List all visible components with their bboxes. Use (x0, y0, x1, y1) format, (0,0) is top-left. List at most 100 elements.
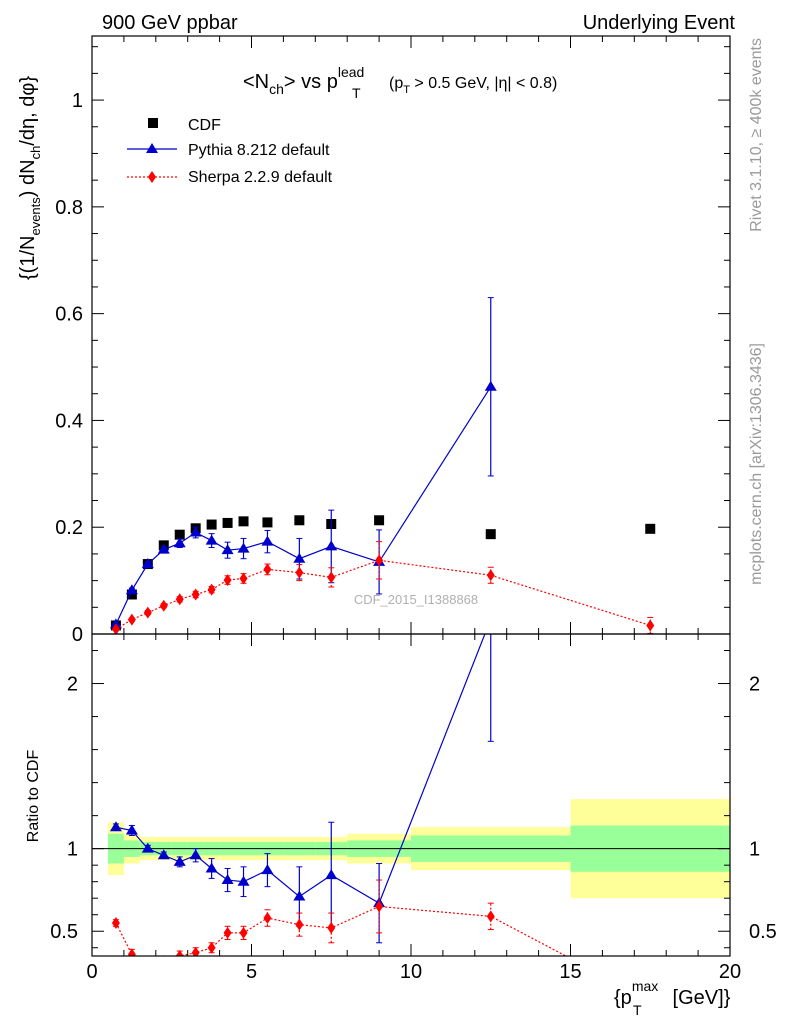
main-point-cdf (294, 515, 305, 526)
main-point-sherpa (375, 554, 384, 567)
legend-label-cdf: CDF (188, 117, 221, 134)
ylabel-sub-events: events (28, 197, 43, 236)
main-point-pythia (237, 542, 250, 553)
ylabel-sub-ch: ch (28, 146, 43, 160)
title-sup-lead: lead (338, 64, 364, 80)
main-point-cdf (374, 515, 385, 526)
x-tick-label: 20 (719, 961, 741, 983)
y-tick-label-main: 0.2 (55, 517, 83, 539)
ylabel-part1: {(1/N (17, 236, 39, 280)
main-point-cdf (262, 517, 273, 528)
main-series (109, 297, 656, 634)
main-point-sherpa (207, 583, 216, 596)
ratio-point-sherpa (263, 912, 272, 925)
ratio-point-sherpa (646, 995, 654, 1007)
y-axis-label-main: {(1/Nevents) dNch/dη, dφ} (17, 76, 43, 280)
main-point-sherpa (263, 563, 272, 576)
ratio-point-sherpa (144, 957, 152, 969)
ratio-point-pythia (173, 855, 186, 866)
y-tick-label-ratio-left: 2 (67, 674, 78, 696)
legend-label-sherpa: Sherpa 2.2.9 default (188, 169, 333, 186)
ratio-panel-frame (91, 633, 731, 957)
main-point-pythia (205, 534, 218, 545)
main-point-pythia (125, 584, 138, 595)
header-right: Underlying Event (583, 12, 736, 34)
y-tick-label-main: 0.6 (55, 304, 83, 326)
legend-label-pythia: Pythia 8.212 default (188, 142, 330, 159)
x-tick-label: 10 (400, 961, 422, 983)
main-point-pythia (293, 552, 306, 563)
plot-title: <Nch> vs plead T(pT > 0.5 GeV, |η| < 0.8) (243, 64, 557, 101)
title-cut-sub: T (403, 84, 410, 96)
side-label-mcplots: mcplots.cern.ch [arXiv:1306.3436] (748, 343, 765, 585)
ratio-point-pythia (125, 824, 138, 835)
axis-tick-labels: 0 5 10 15 20 0 0.2 0.4 0.6 0.8 1 0.5 0.5 1 1 2 2 (50, 90, 777, 983)
xlabel-sub: T (633, 1002, 642, 1018)
ratio-point-pythia (109, 821, 122, 832)
ratio-point-sherpa (375, 900, 384, 913)
title-sub-t: T (352, 85, 361, 101)
y-tick-label-main: 1 (72, 90, 83, 112)
main-point-sherpa (223, 574, 232, 587)
axis-ticks (91, 36, 731, 956)
main-point-pythia (261, 535, 274, 546)
title-cut-open: (p (389, 75, 403, 92)
ratio-point-pythia (189, 849, 202, 860)
ratio-point-pythia (293, 890, 306, 901)
ratio-point-sherpa (175, 950, 184, 956)
main-point-sherpa (295, 566, 304, 579)
main-point-sherpa (127, 613, 136, 626)
main-point-pythia (484, 380, 497, 391)
main-point-cdf (206, 519, 217, 530)
x-axis-label: {pmax T [GeV]} (614, 978, 731, 1018)
xlabel-sup: max (632, 978, 658, 994)
main-point-sherpa (175, 593, 184, 606)
ratio-point-pythia (325, 869, 338, 880)
main-point-pythia (141, 558, 154, 569)
x-tick-label: 15 (559, 961, 581, 983)
main-point-pythia (173, 537, 186, 548)
y-tick-label-main: 0 (72, 624, 83, 646)
main-point-pythia (189, 526, 202, 537)
x-tick-label: 5 (246, 961, 257, 983)
main-point-pythia (157, 543, 170, 554)
header-left: 900 GeV ppbar (102, 12, 238, 34)
ratio-point-sherpa (295, 918, 304, 931)
y-tick-label-ratio-left: 0.5 (50, 921, 78, 943)
main-line-sherpa (115, 559, 651, 630)
side-label-rivet: Rivet 3.1.10, ≥ 400k events (748, 38, 765, 232)
ratio-point-sherpa (163, 954, 165, 956)
main-point-sherpa (486, 569, 495, 582)
title-cut-rest: > 0.5 GeV, |η| < 0.8) (410, 75, 557, 92)
ratio-series (109, 634, 654, 1007)
ratio-point-sherpa (127, 948, 136, 956)
main-line-pythia (115, 386, 492, 625)
y-tick-label-ratio-right: 0.5 (749, 921, 777, 943)
main-point-cdf (222, 517, 233, 528)
ylabel-part2: ) dN (17, 159, 39, 197)
y-tick-label-ratio-left: 1 (67, 839, 78, 861)
ratio-point-pythia (157, 849, 170, 860)
main-point-sherpa (143, 606, 152, 619)
xlabel-rest: [GeV]} (667, 987, 731, 1009)
x-tick-label: 0 (86, 961, 97, 983)
ratio-point-sherpa (191, 946, 200, 956)
ratio-point-pythia (141, 842, 154, 853)
ratio-point-sherpa (239, 926, 248, 939)
y-tick-label-main: 0.8 (55, 197, 83, 219)
main-point-pythia (221, 544, 234, 555)
analysis-watermark: CDF_2015_I1388868 (354, 592, 478, 607)
main-point-sherpa (239, 572, 248, 585)
ylabel-part3: /dη, dφ} (17, 76, 39, 146)
title-open: <N (243, 71, 269, 93)
ratio-point-pythia (261, 864, 274, 875)
y-tick-label-ratio-right: 2 (749, 674, 760, 696)
ratio-point-sherpa (111, 916, 120, 929)
ratio-point-sherpa (486, 910, 495, 923)
main-point-cdf (126, 589, 137, 600)
main-point-cdf (645, 523, 656, 534)
main-point-cdf (485, 529, 496, 540)
main-point-sherpa (646, 619, 655, 632)
main-point-cdf (238, 516, 249, 527)
